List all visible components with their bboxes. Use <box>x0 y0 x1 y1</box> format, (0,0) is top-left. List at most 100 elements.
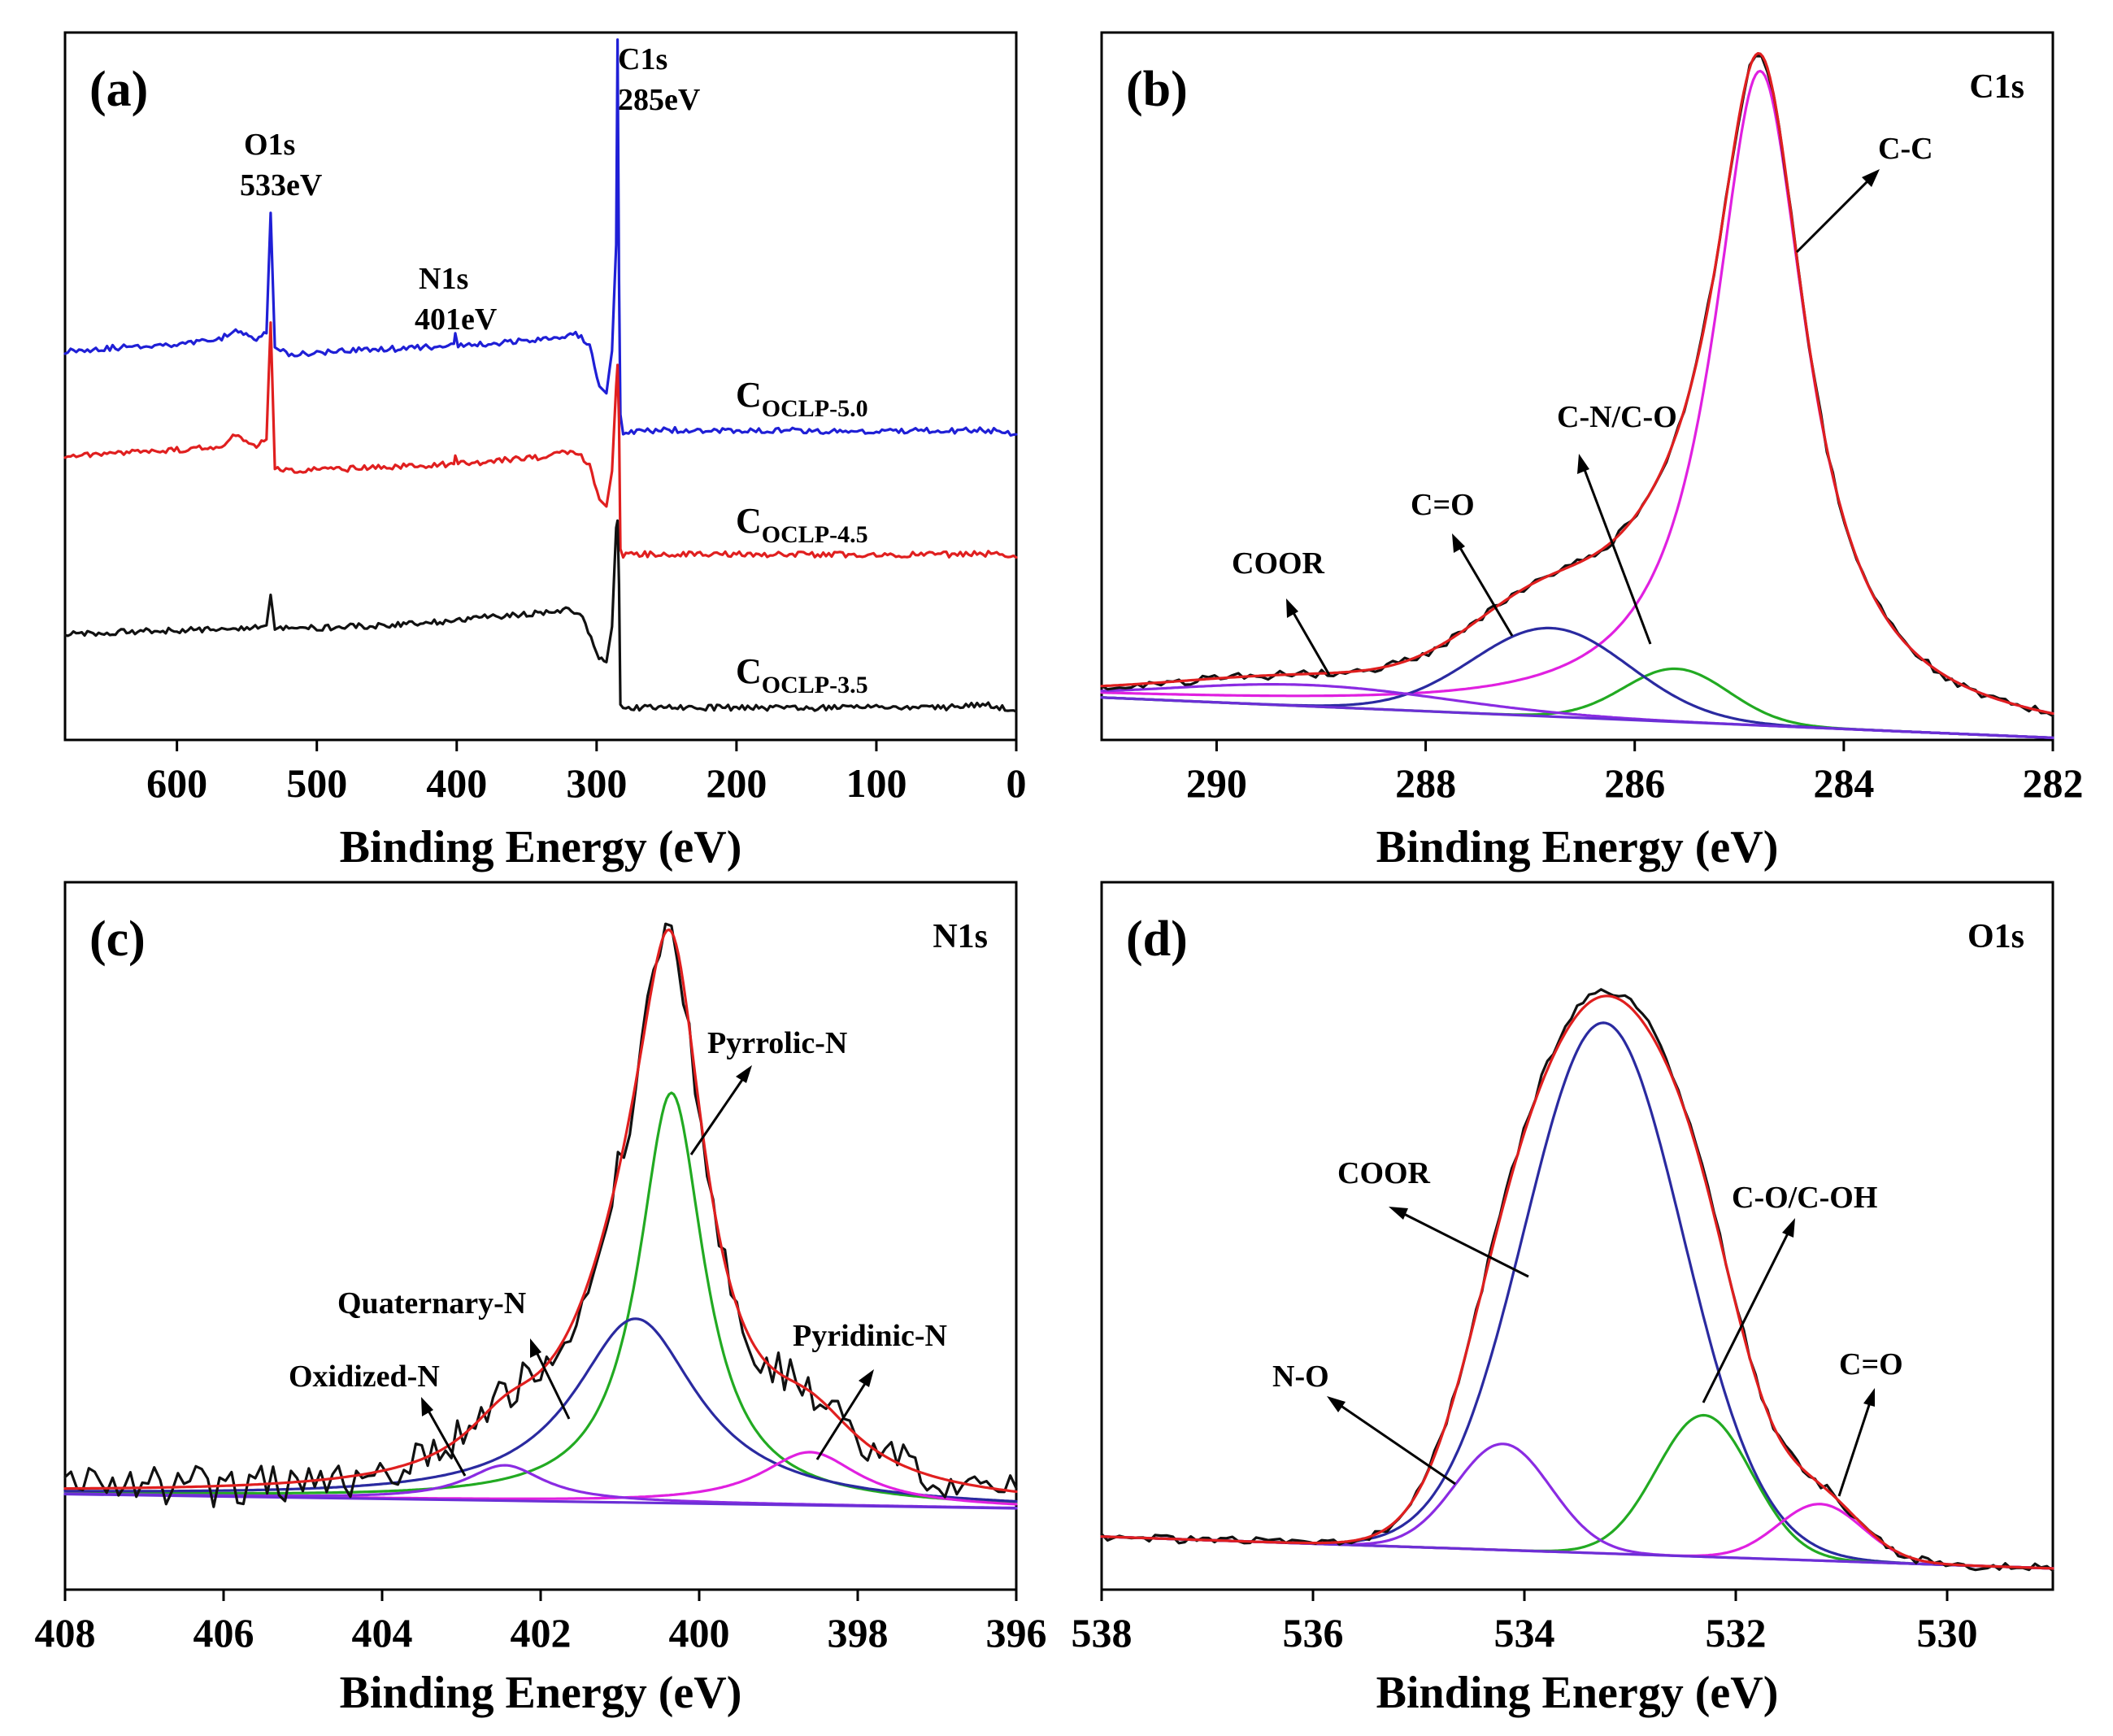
raw-data <box>63 922 1018 1508</box>
panel-d-ticks: 538 536 534 532 530 <box>1072 1590 1978 1656</box>
arrow-oxidized-n <box>421 1397 467 1477</box>
background-line <box>63 1492 1018 1510</box>
arrow-c-o-b <box>1452 533 1514 637</box>
series-label-3-5: COCLP-3.5 <box>736 651 868 698</box>
x-tick-label: 0 <box>1007 760 1027 806</box>
x-tick-label: 300 <box>566 760 627 806</box>
panel-c-title: N1s <box>933 918 988 955</box>
x-tick-label: 284 <box>1813 760 1874 806</box>
panel-a-xlabel: Binding Energy (eV) <box>340 822 742 872</box>
panel-a-survey: 600 500 400 300 200 100 0 (a) Binding Energy (… <box>63 31 1027 872</box>
panel-b-xlabel: Binding Energy (eV) <box>1376 822 1779 872</box>
annotation-c-o-c-oh: C-O/C-OH <box>1732 1181 1877 1215</box>
annotation-c-o-d: C=O <box>1839 1347 1903 1381</box>
o1s-peak-energy: 533eV <box>240 168 323 202</box>
annotation-pyridinic-n: Pyridinic-N <box>793 1319 947 1353</box>
panel-c-curves <box>63 922 1018 1510</box>
annotation-n-o: N-O <box>1272 1360 1329 1394</box>
panel-d-xlabel: Binding Energy (eV) <box>1376 1668 1779 1718</box>
arrow-c-o-d <box>1837 1388 1875 1497</box>
arrow-c-c <box>1795 169 1880 254</box>
component-c-c <box>1100 69 2054 716</box>
annotation-c-o-b: C=O <box>1411 488 1475 522</box>
raw-data <box>1100 988 2054 1573</box>
survey-series-coclp-4-5 <box>63 321 1018 559</box>
x-tick-label: 408 <box>35 1610 96 1656</box>
x-tick-label: 534 <box>1494 1610 1555 1656</box>
n1s-peak-name: N1s <box>419 262 468 296</box>
annotation-oxidized-n: Oxidized-N <box>289 1360 440 1394</box>
arrow-n-o <box>1327 1396 1456 1486</box>
x-tick-label: 200 <box>706 760 767 806</box>
x-tick-label: 406 <box>193 1610 254 1656</box>
fit-envelope <box>63 928 1018 1494</box>
c1s-peak-name: C1s <box>618 42 667 76</box>
component-coor <box>1100 1021 2054 1570</box>
x-tick-label: 538 <box>1072 1610 1133 1656</box>
panel-b-curves <box>1100 51 2054 739</box>
arrow-pyrrolic-n <box>689 1065 752 1155</box>
annotation-pyrrolic-n: Pyrrolic-N <box>707 1026 847 1060</box>
arrow-pyridinic-n <box>815 1369 874 1460</box>
annotation-c-n-c-o: C-N/C-O <box>1557 400 1677 434</box>
c1s-peak-energy: 285eV <box>618 83 701 117</box>
panel-a-label: (a) <box>89 62 148 117</box>
panel-d-label: (d) <box>1126 912 1188 967</box>
survey-series-coclp-3-5 <box>63 519 1018 713</box>
series-label-5-0: COCLP-5.0 <box>736 375 868 422</box>
panel-c-xlabel: Binding Energy (eV) <box>340 1668 742 1718</box>
n1s-peak-energy: 401eV <box>415 302 498 337</box>
component-quaternary-n <box>63 1317 1018 1503</box>
component-c-o <box>1100 626 2054 739</box>
x-tick-label: 290 <box>1186 760 1247 806</box>
x-tick-label: 398 <box>828 1610 889 1656</box>
panel-b-title: C1s <box>1969 68 2024 106</box>
series-label-4-5: COCLP-4.5 <box>736 501 868 548</box>
annotation-coor-d: COOR <box>1337 1156 1431 1190</box>
annotation-coor-b: COOR <box>1232 546 1325 581</box>
annotation-c-c: C-C <box>1878 132 1933 166</box>
panel-a-ticks: 600 500 400 300 200 100 0 <box>146 740 1027 806</box>
panel-a-frame <box>63 31 1018 742</box>
x-tick-label: 404 <box>352 1610 413 1656</box>
x-tick-label: 400 <box>669 1610 730 1656</box>
component-coor <box>1100 683 2054 739</box>
arrow-c-o-c-oh <box>1702 1218 1795 1403</box>
panel-c-ticks: 408 406 404 402 400 398 396 <box>35 1590 1047 1656</box>
x-tick-label: 600 <box>146 760 207 806</box>
panel-d-o1s: 538 536 534 532 530 (d) O1s Binding Energy (… <box>1072 881 2054 1718</box>
arrow-coor-d <box>1389 1207 1529 1278</box>
panel-c-n1s: 408 406 404 402 400 398 396 (c) N1s Binding En… <box>35 881 1047 1718</box>
x-tick-label: 100 <box>846 760 907 806</box>
x-tick-label: 530 <box>1917 1610 1978 1656</box>
fit-envelope <box>1100 994 2054 1570</box>
arrow-coor-b <box>1286 598 1331 676</box>
panel-d-curves <box>1100 988 2054 1573</box>
panel-d-frame <box>1100 881 2054 1591</box>
o1s-peak-name: O1s <box>244 128 295 162</box>
panel-b-frame <box>1100 31 2054 742</box>
x-tick-label: 282 <box>2023 760 2084 806</box>
arrow-c-n-c-o <box>1577 454 1652 645</box>
background-line <box>1100 696 2054 739</box>
x-tick-label: 286 <box>1604 760 1665 806</box>
fit-envelope <box>1100 51 2054 716</box>
panel-c-label: (c) <box>89 912 146 967</box>
panel-a-curves <box>63 38 1018 713</box>
x-tick-label: 536 <box>1283 1610 1344 1656</box>
x-tick-label: 288 <box>1395 760 1456 806</box>
annotation-quaternary-n: Quaternary-N <box>337 1286 526 1320</box>
x-tick-label: 500 <box>286 760 347 806</box>
survey-series-coclp-5-0 <box>63 38 1018 437</box>
x-tick-label: 402 <box>511 1610 572 1656</box>
component-c-o-c-oh <box>1100 1413 2054 1570</box>
arrow-quaternary-n <box>530 1338 571 1420</box>
x-tick-label: 532 <box>1706 1610 1767 1656</box>
x-tick-label: 400 <box>426 760 487 806</box>
component-pyrrolic-n <box>63 1091 1018 1504</box>
panel-b-label: (b) <box>1126 62 1188 117</box>
panel-b-ticks: 290 288 286 284 282 <box>1186 740 2084 806</box>
x-tick-label: 396 <box>986 1610 1047 1656</box>
panel-d-title: O1s <box>1967 918 2024 955</box>
